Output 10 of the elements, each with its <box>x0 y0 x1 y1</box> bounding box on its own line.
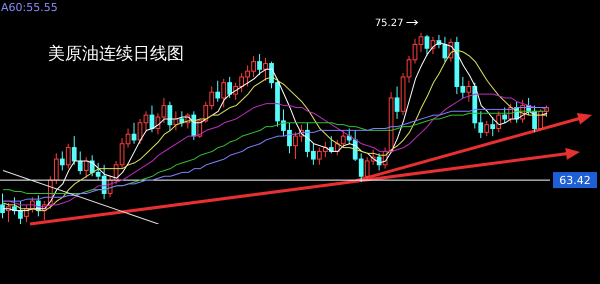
candlestick <box>150 105 154 133</box>
text: 63.42 <box>559 174 591 188</box>
candlestick <box>132 122 136 144</box>
text: 美原油连续日线图 <box>48 43 184 65</box>
candlestick <box>18 200 23 224</box>
candlestick <box>215 80 220 102</box>
text: 75.27 <box>374 18 404 29</box>
candlestick <box>0 192 5 219</box>
candlestick <box>394 86 400 120</box>
text: A60:55.55 <box>1 1 58 14</box>
